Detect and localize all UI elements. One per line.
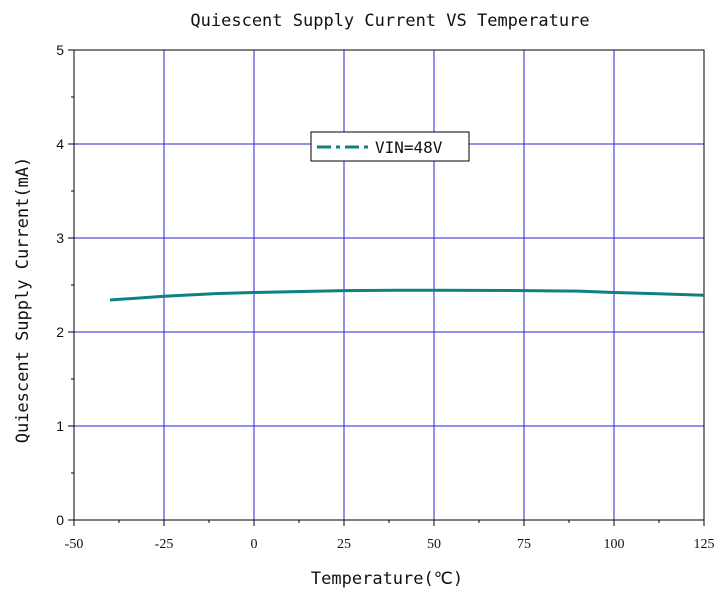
plot-frame [73, 49, 705, 521]
y-axis-label: Quiescent Supply Current(mA) [13, 157, 33, 444]
grid [74, 50, 704, 520]
tick-labels: -50 -25 0 25 50 75 100 125 0 1 2 3 4 5 [56, 42, 714, 552]
x-tick-label: 0 [251, 537, 258, 552]
y-tick-label: 2 [56, 324, 64, 340]
y-tick-label: 4 [56, 136, 64, 152]
y-tick-label: 3 [56, 230, 64, 246]
series-lines [109, 288, 705, 302]
y-tick-label: 5 [56, 42, 64, 58]
x-tick-label: 50 [427, 537, 441, 552]
x-tick-label: 25 [337, 537, 351, 552]
x-tick-label: -50 [65, 537, 84, 552]
x-tick-label: 100 [604, 537, 625, 552]
x-tick-label: 125 [694, 537, 715, 552]
ticks [68, 49, 705, 526]
y-tick-label: 0 [56, 512, 64, 528]
chart-title: Quiescent Supply Current VS Temperature [190, 11, 589, 31]
series-line [109, 288, 705, 302]
x-tick-label: 75 [517, 537, 531, 552]
x-tick-label: -25 [155, 537, 174, 552]
x-axis-label: Temperature(℃) [311, 569, 463, 589]
legend-label: VIN=48V [375, 138, 443, 157]
legend: VIN=48V [310, 131, 470, 162]
y-tick-label: 1 [56, 418, 64, 434]
